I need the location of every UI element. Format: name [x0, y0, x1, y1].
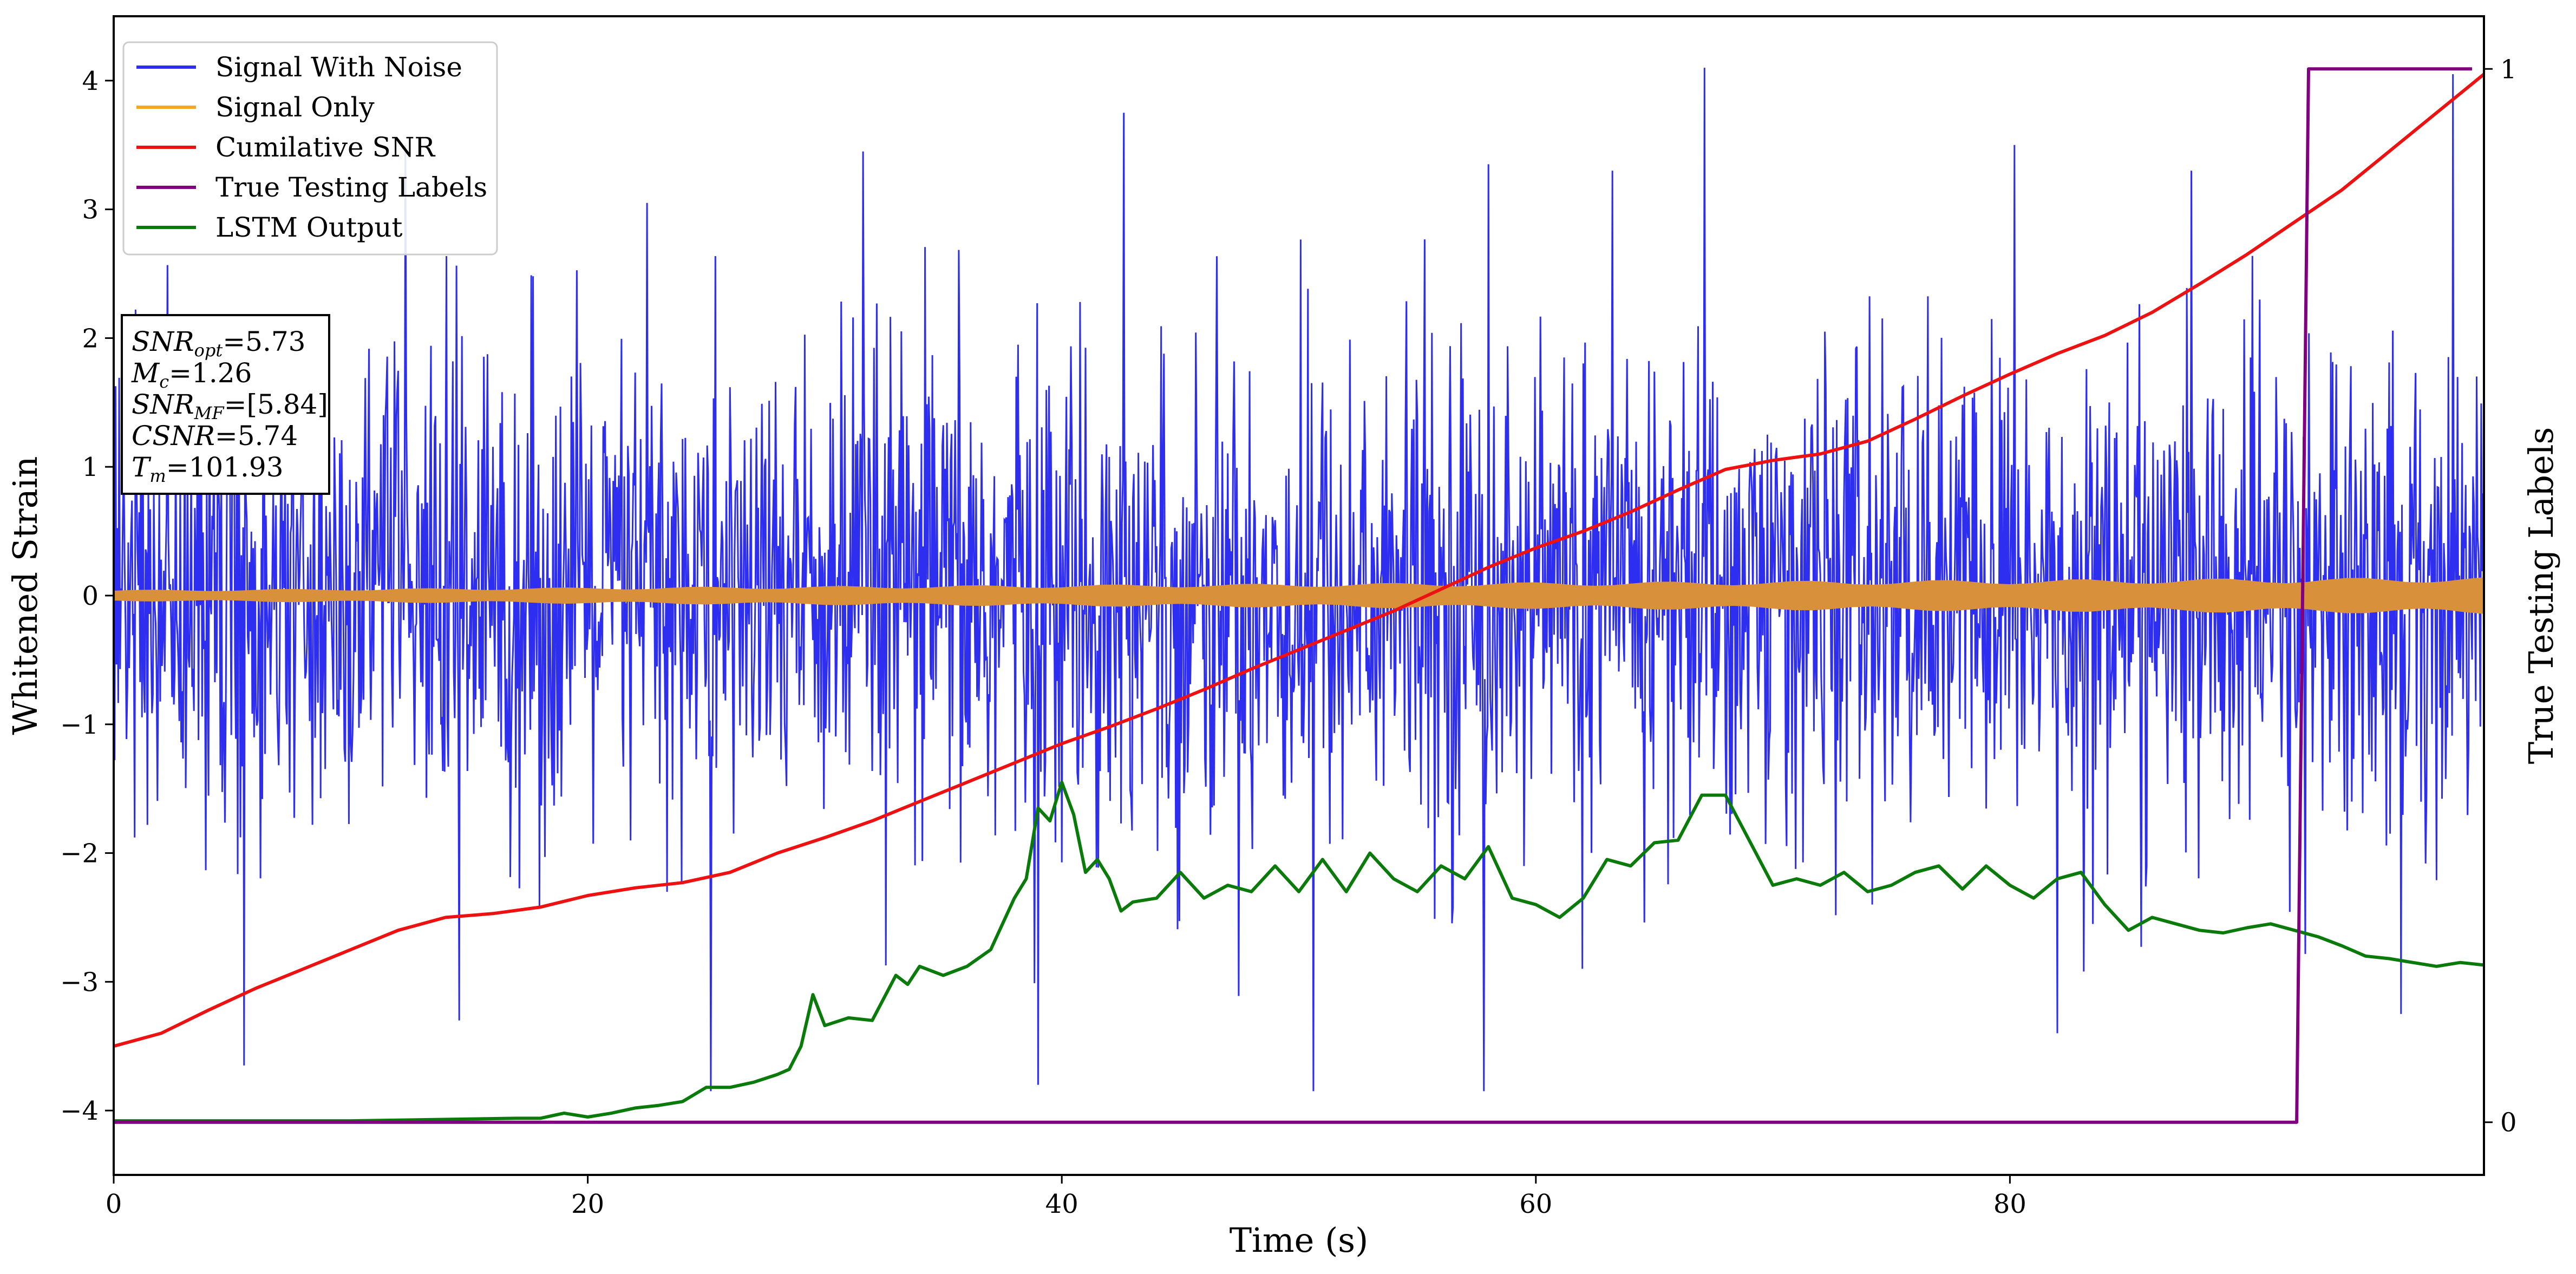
legend-entry: True Testing Labels	[215, 172, 487, 203]
x-axis-title: Time (s)	[1230, 1220, 1369, 1260]
x-tick-label: 0	[106, 1189, 122, 1219]
y-tick-label: −2	[60, 839, 99, 869]
y-tick-label: 4	[82, 66, 99, 96]
legend-entry: LSTM Output	[215, 212, 402, 243]
stats-box-frame	[121, 314, 330, 495]
y2-axis: 10	[2484, 54, 2517, 1138]
x-tick-label: 60	[1519, 1189, 1552, 1219]
stats-line: SNRopt=5.73	[132, 326, 306, 361]
stats-annotation: SNRopt=5.73Mc=1.26SNRMF=[5.84]CSNR=5.74T…	[121, 314, 330, 495]
y2-tick-label: 1	[2500, 54, 2517, 84]
stats-line: Mc=1.26	[131, 357, 252, 392]
legend-entry: Cumilative SNR	[215, 132, 435, 163]
x-tick-label: 80	[1993, 1189, 2026, 1219]
cumilative-snr-line	[114, 73, 2484, 1048]
y-tick-label: −3	[60, 967, 99, 997]
true-testing-labels-line	[114, 67, 2473, 1124]
stats-line: Tm=101.93	[132, 452, 284, 486]
x-tick-label: 20	[571, 1189, 604, 1219]
signal-only-series	[114, 577, 2484, 614]
stats-line: CSNR=5.74	[132, 420, 298, 452]
legend: Signal With Noise Signal Only Cumilative S…	[122, 41, 498, 256]
y-tick-label: 1	[82, 452, 99, 482]
y-tick-label: 0	[82, 581, 99, 611]
signal-with-noise-series	[114, 68, 2484, 1092]
lstm-output-line	[114, 780, 2484, 1123]
y-tick-label: −4	[60, 1096, 99, 1126]
y-axis: 4 3 2 1 0 −1 −2 −3 −4	[60, 66, 114, 1126]
signal-with-noise-line	[114, 68, 2484, 1092]
x-axis: 0 20 40 60 80	[106, 1175, 2026, 1219]
stats-line: SNRMF=[5.84]	[132, 389, 328, 423]
legend-entry: Signal With Noise	[215, 51, 462, 83]
y-tick-label: 3	[82, 195, 99, 225]
signal-only-band	[114, 577, 2484, 614]
y2-axis-title: True Testing Labels	[2521, 427, 2561, 765]
legend-box	[122, 41, 498, 256]
y-tick-label: 2	[82, 323, 99, 354]
y-tick-label: −1	[60, 710, 99, 740]
y2-tick-label: 0	[2500, 1108, 2517, 1138]
y-axis-title: Whitened Strain	[5, 456, 45, 735]
x-tick-label: 40	[1045, 1189, 1078, 1219]
legend-entry: Signal Only	[215, 92, 375, 123]
